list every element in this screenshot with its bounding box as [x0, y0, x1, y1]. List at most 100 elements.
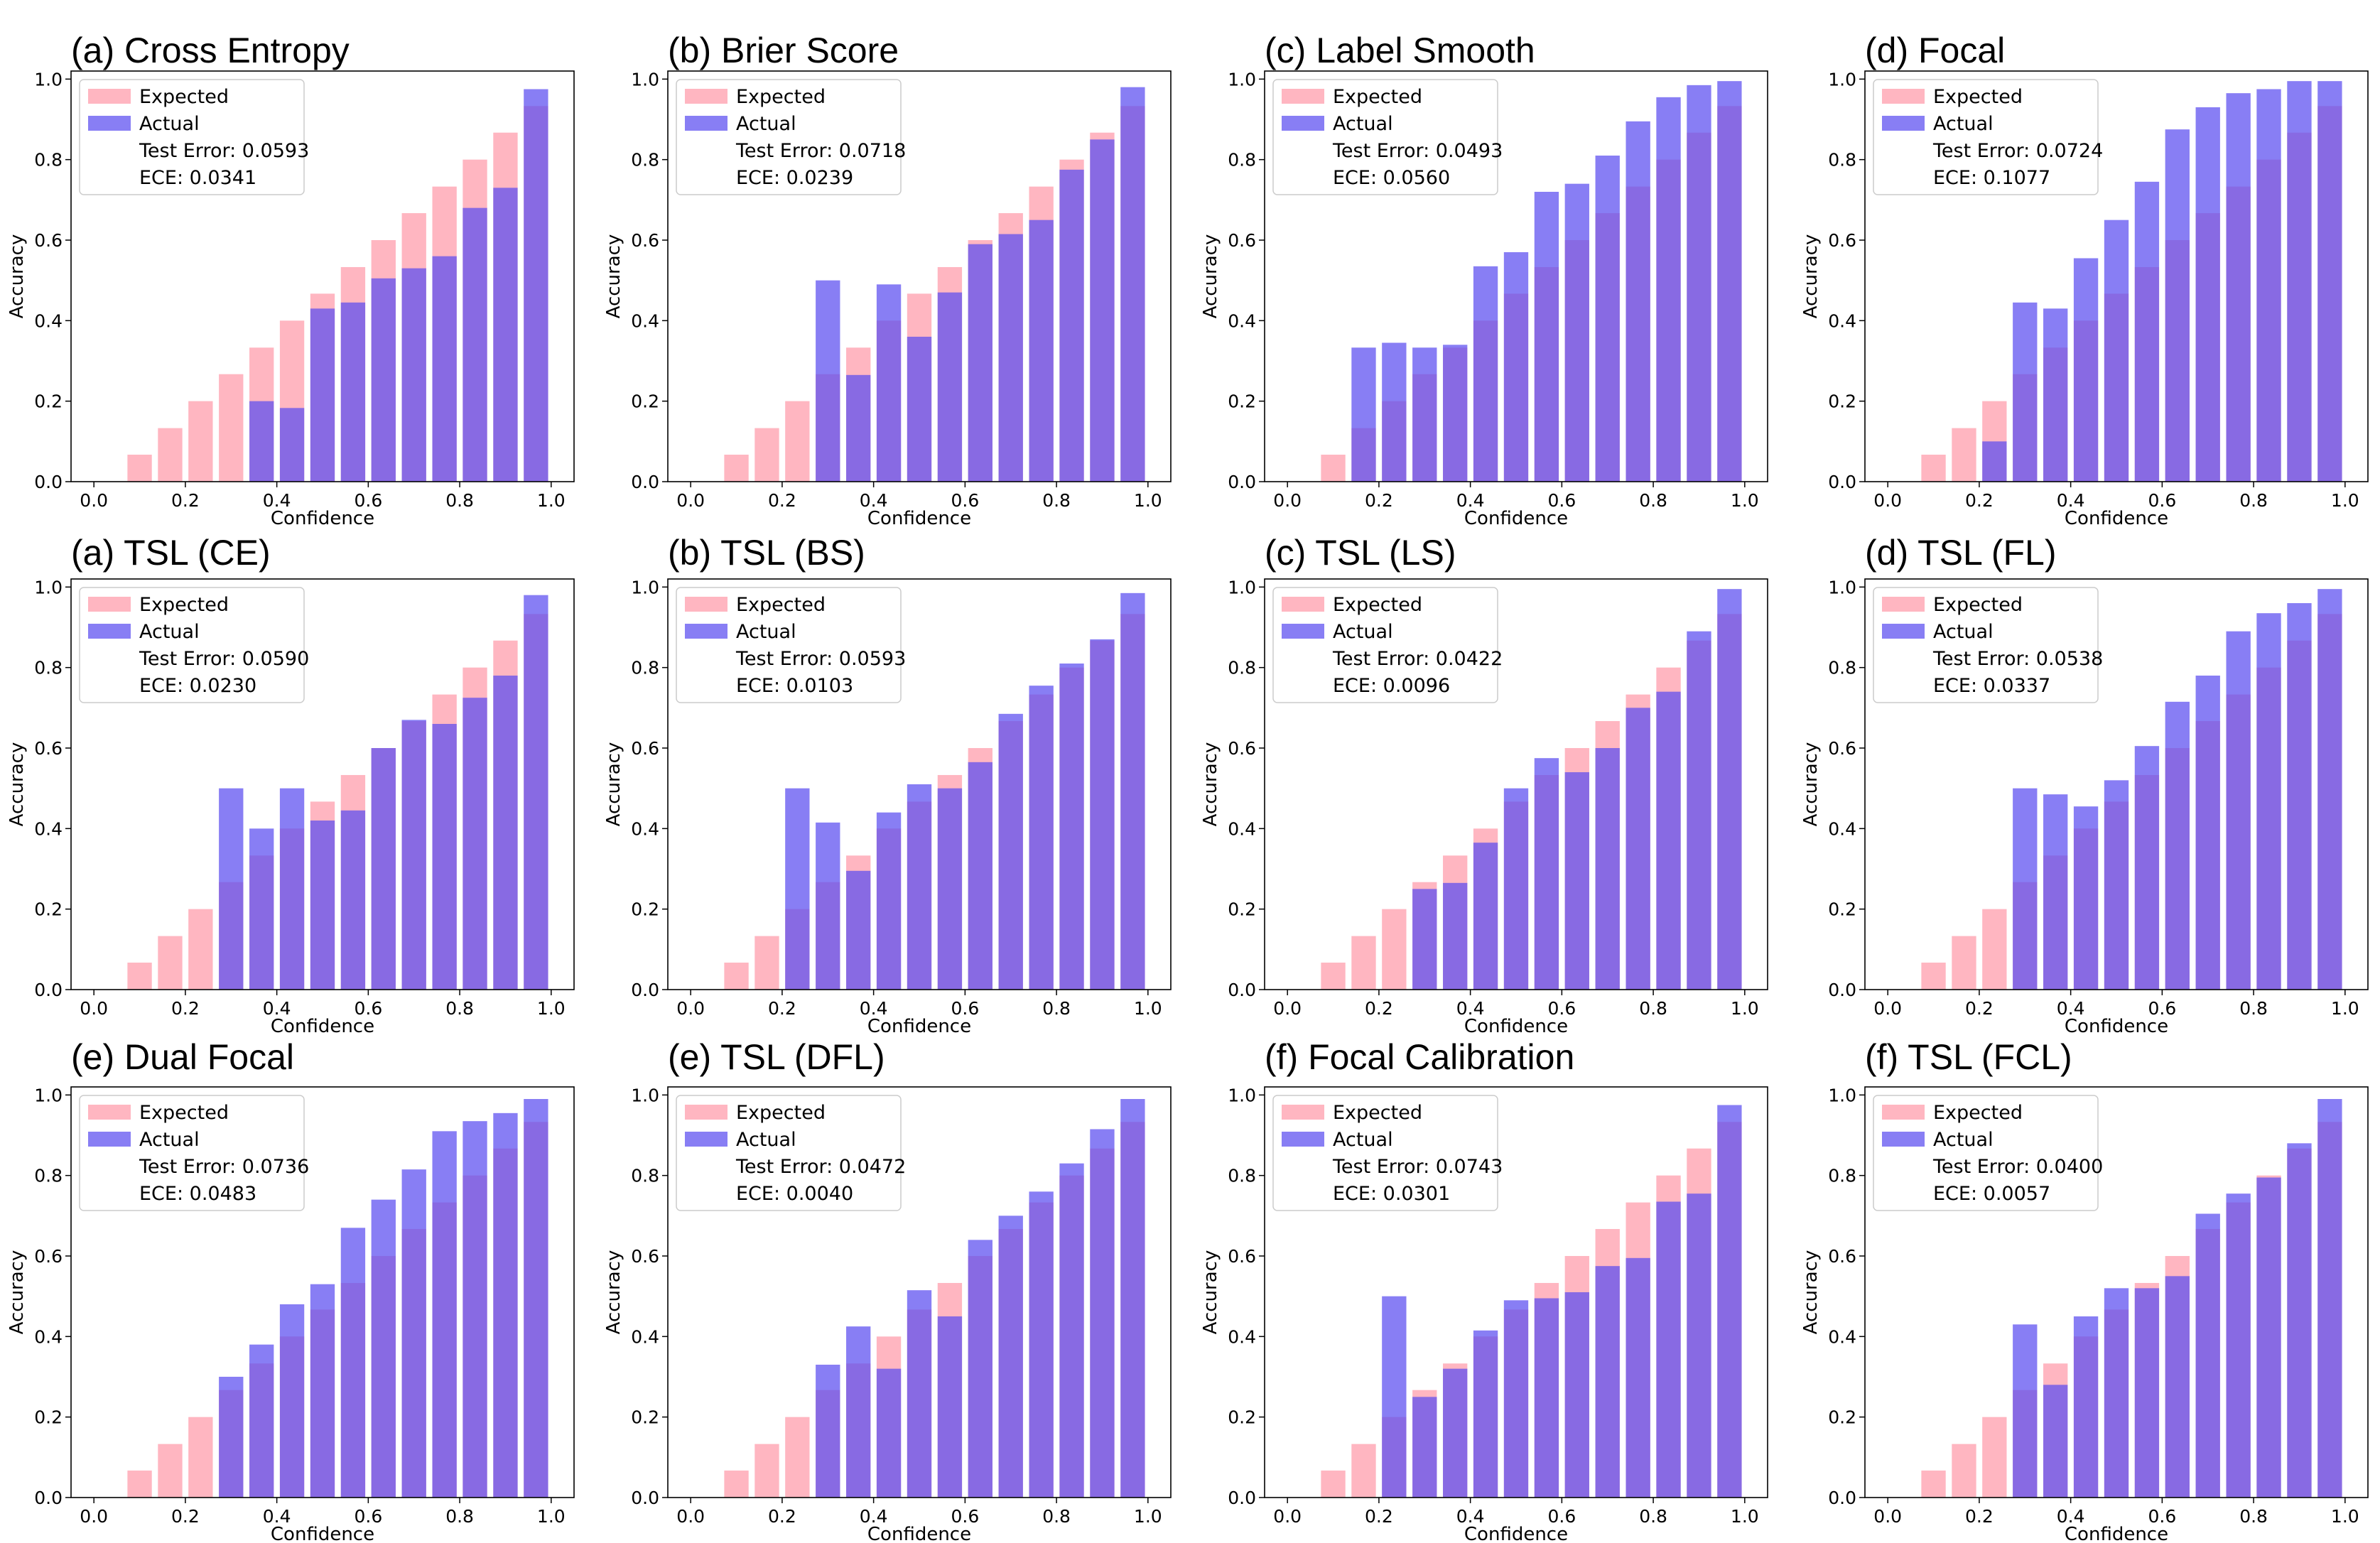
- expected-bar: [1382, 909, 1407, 990]
- x-tick-label: 0.0: [676, 1506, 705, 1527]
- actual-bar: [1534, 1298, 1559, 1498]
- x-tick-label: 0.2: [171, 998, 200, 1019]
- actual-bar: [1090, 1129, 1115, 1498]
- actual-bar: [1503, 1300, 1529, 1498]
- actual-bar: [2287, 603, 2312, 990]
- actual-bar: [1029, 686, 1054, 990]
- legend-swatch-expected: [88, 1105, 131, 1120]
- actual-bar: [2165, 1276, 2190, 1498]
- x-tick-label: 0.0: [676, 998, 705, 1019]
- legend-label-expected: Expected: [139, 86, 229, 108]
- actual-bar: [1687, 85, 1711, 482]
- y-tick-label: 0.2: [34, 391, 63, 412]
- actual-bar: [371, 1199, 396, 1498]
- actual-bar: [1090, 639, 1115, 990]
- actual-bar: [1090, 139, 1115, 482]
- actual-bar: [1717, 1105, 1742, 1498]
- actual-bar: [1564, 772, 1589, 990]
- actual-bar: [310, 308, 335, 482]
- x-tick-label: 0.8: [1042, 998, 1071, 1019]
- y-tick-label: 1.0: [1828, 1085, 1856, 1105]
- actual-bar: [998, 234, 1023, 482]
- actual-bar: [2165, 701, 2190, 990]
- x-tick-label: 1.0: [1731, 1506, 1759, 1527]
- x-tick-label: 0.8: [445, 1506, 474, 1527]
- legend: Expected Actual Test Error: 0.0422 ECE: 0.0…: [1272, 587, 1503, 703]
- actual-bar: [1412, 1397, 1437, 1498]
- subplot-9: (e) Dual Focal 0.0 0.2 0.4 0.6 0.8 1.0 0.0 0.2 0.…: [6, 1037, 575, 1543]
- y-tick-label: 0.4: [1828, 310, 1856, 331]
- actual-bar: [1656, 1201, 1681, 1498]
- actual-bar: [1473, 1330, 1498, 1498]
- actual-bar: [2165, 129, 2190, 482]
- actual-bar: [1534, 192, 1559, 482]
- x-tick-label: 0.6: [354, 490, 382, 511]
- actual-bar: [876, 812, 902, 990]
- actual-bar: [2317, 1099, 2342, 1498]
- y-tick-label: 0.4: [34, 1326, 63, 1347]
- actual-bar: [1717, 81, 1742, 482]
- actual-bar: [279, 408, 305, 482]
- actual-bar: [1443, 1368, 1468, 1498]
- x-tick-label: 1.0: [1134, 490, 1162, 511]
- subplot-title: (a) Cross Entropy: [71, 31, 350, 70]
- y-tick-label: 0.8: [1228, 150, 1256, 170]
- expected-bar: [1952, 936, 1976, 990]
- actual-bar: [2287, 81, 2312, 482]
- legend-box: [676, 587, 902, 703]
- x-tick-label: 0.4: [2057, 1506, 2085, 1527]
- legend: Expected Actual Test Error: 0.0590 ECE: 0.0…: [79, 587, 309, 703]
- y-tick-label: 1.0: [34, 69, 63, 90]
- x-tick-label: 0.8: [1639, 998, 1667, 1019]
- actual-bar: [998, 713, 1023, 990]
- legend-label-actual: Actual: [1333, 1129, 1393, 1151]
- x-tick-label: 0.0: [1273, 1506, 1302, 1527]
- y-tick-label: 0.0: [34, 1488, 63, 1508]
- legend-swatch-expected: [685, 1105, 727, 1120]
- y-tick-label: 0.6: [631, 1246, 659, 1267]
- actual-bar: [907, 1290, 932, 1498]
- actual-bar: [937, 292, 963, 482]
- legend: Expected Actual Test Error: 0.0593 ECE: 0.0…: [676, 587, 906, 703]
- x-tick-label: 0.0: [80, 1506, 108, 1527]
- legend-test-error: Test Error: 0.0593: [735, 648, 906, 670]
- actual-bar: [2104, 780, 2129, 990]
- x-tick-label: 0.0: [1873, 490, 1902, 511]
- actual-bar: [2013, 788, 2038, 990]
- legend-swatch-expected: [1282, 1105, 1324, 1120]
- legend-label-expected: Expected: [1333, 594, 1422, 616]
- legend-swatch-actual: [88, 624, 131, 639]
- legend: Expected Actual Test Error: 0.0538 ECE: 0.0…: [1873, 587, 2103, 703]
- y-tick-label: 1.0: [1228, 577, 1256, 597]
- actual-bar: [310, 821, 335, 990]
- x-tick-label: 0.4: [1456, 998, 1485, 1019]
- x-tick-label: 0.2: [1365, 998, 1393, 1019]
- actual-bar: [1595, 1266, 1620, 1498]
- y-tick-label: 0.8: [1828, 150, 1856, 170]
- y-axis-label: Accuracy: [1800, 1250, 1822, 1335]
- actual-bar: [493, 188, 518, 482]
- actual-bar: [2226, 93, 2251, 482]
- y-tick-label: 0.6: [1228, 230, 1256, 251]
- x-tick-label: 0.8: [2239, 998, 2268, 1019]
- actual-bar: [2256, 1177, 2281, 1498]
- y-axis-label: Accuracy: [6, 742, 28, 827]
- y-tick-label: 0.2: [1828, 1407, 1856, 1428]
- actual-bar: [432, 724, 457, 990]
- legend-label-expected: Expected: [1933, 86, 2023, 108]
- y-tick-label: 0.4: [1828, 1326, 1856, 1347]
- actual-bar: [1982, 441, 2007, 482]
- actual-bar: [432, 1131, 457, 1498]
- legend-label-expected: Expected: [736, 86, 826, 108]
- legend-swatch-expected: [685, 89, 727, 104]
- x-tick-label: 0.6: [951, 998, 979, 1019]
- legend-ece: ECE: 0.0337: [1933, 675, 2050, 697]
- subplot-title: (d) TSL (FL): [1865, 533, 2056, 573]
- legend-ece: ECE: 0.0103: [736, 675, 853, 697]
- legend: Expected Actual Test Error: 0.0724 ECE: 0.1…: [1873, 79, 2103, 195]
- legend-label-expected: Expected: [1933, 1102, 2023, 1124]
- expected-bar: [158, 1444, 183, 1498]
- x-axis-label: Confidence: [1464, 508, 1568, 529]
- legend-swatch-expected: [1282, 89, 1324, 104]
- actual-bar: [1059, 1163, 1084, 1498]
